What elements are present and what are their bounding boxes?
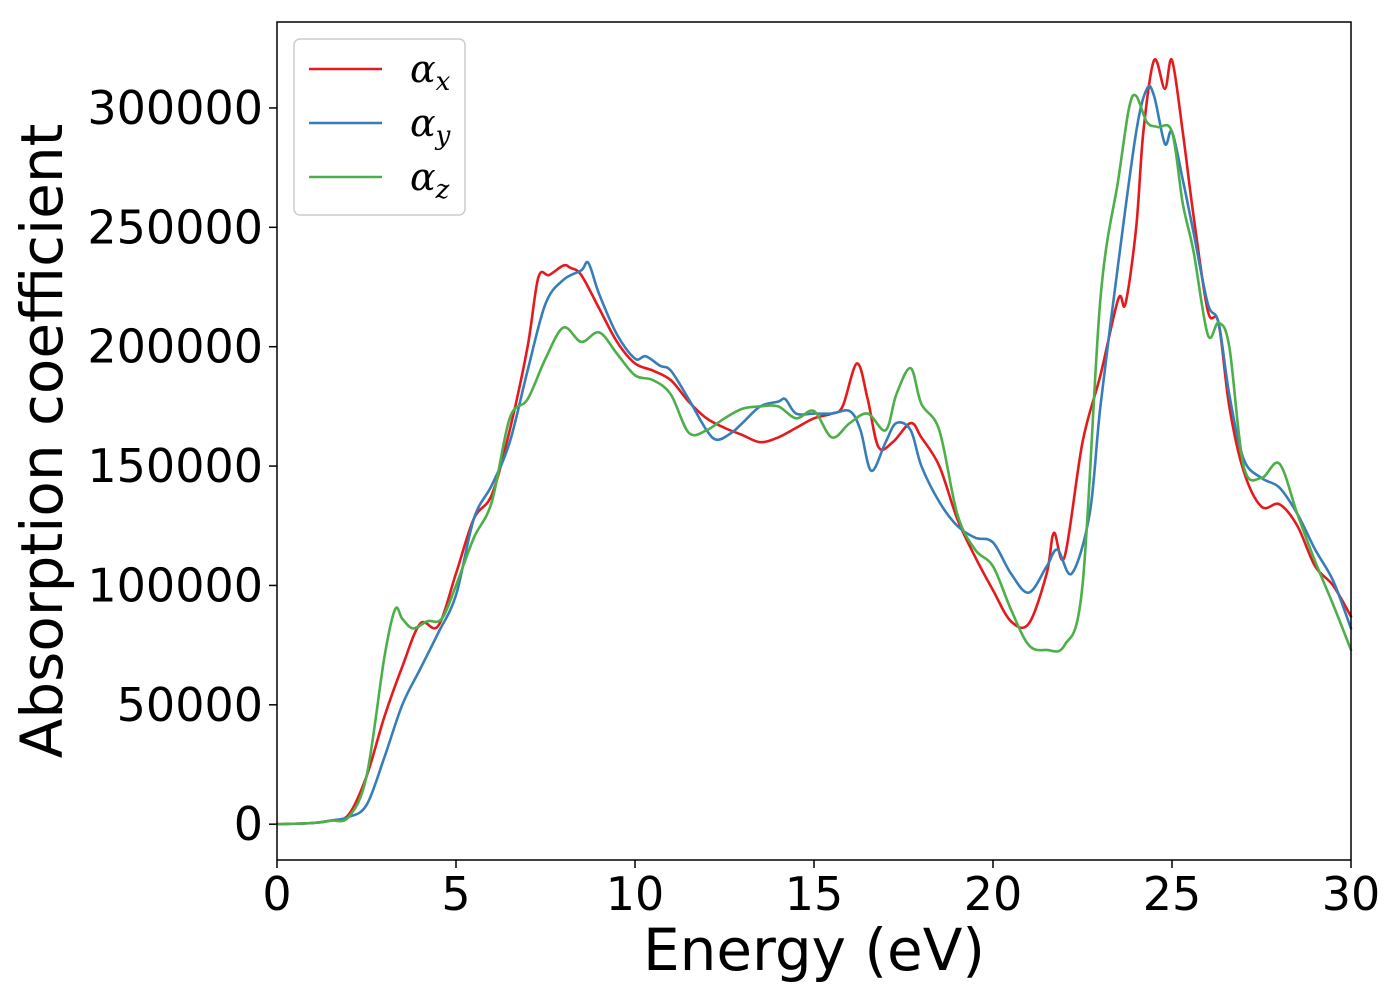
x-tick-label: 0: [262, 867, 291, 921]
y-tick-label: 250000: [87, 200, 263, 254]
legend-subscript: y: [435, 121, 451, 151]
x-axis-label: Energy (eV): [643, 916, 985, 984]
y-tick-label: 50000: [117, 678, 263, 732]
x-tick-label: 25: [1143, 867, 1202, 921]
y-axis-ticks: 0 50000 100000 150000 200000 250000 300000: [87, 81, 277, 851]
x-tick-label: 5: [441, 867, 470, 921]
x-tick-label: 15: [785, 867, 844, 921]
y-tick-label: 100000: [87, 558, 263, 612]
y-tick-label: 300000: [87, 81, 263, 135]
legend-subscript: z: [435, 175, 450, 205]
x-tick-label: 20: [964, 867, 1023, 921]
series-layer: [275, 58, 1353, 826]
legend-subscript: x: [436, 67, 451, 97]
y-tick-label: 0: [234, 797, 263, 851]
x-tick-label: 30: [1322, 867, 1381, 921]
legend-frame: [293, 38, 466, 216]
x-axis-ticks: 0 5 10 15 20 25 30: [262, 860, 1380, 921]
y-tick-label: 150000: [87, 439, 263, 493]
series-line-x: [275, 58, 1353, 826]
y-axis-label: Absorption coefficient: [8, 124, 76, 759]
y-tick-label: 200000: [87, 320, 263, 374]
series-line-z: [275, 93, 1353, 826]
x-tick-label: 10: [606, 867, 665, 921]
